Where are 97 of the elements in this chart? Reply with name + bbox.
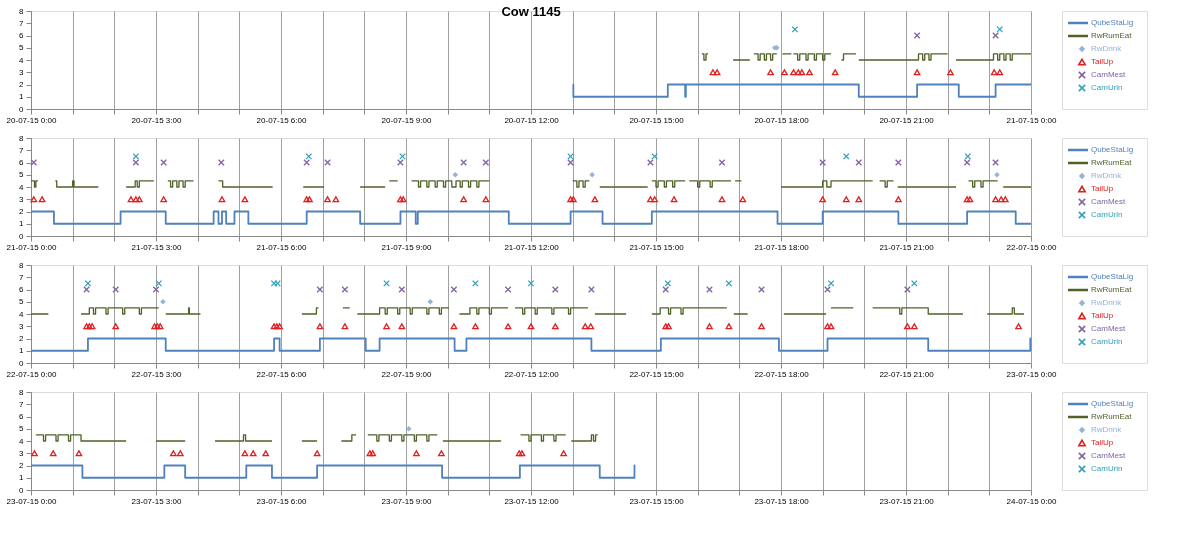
legend-label: CamUrin [1091, 83, 1123, 92]
y-tick-label: 6 [19, 412, 25, 421]
legend-label: QubeStaLig [1091, 145, 1134, 154]
x-tick-label: 21-07-15 21:00 [879, 242, 935, 252]
y-tick-label: 3 [19, 448, 25, 458]
x-tick-label: 23-07-15 3:00 [131, 496, 182, 506]
text: TailUp [1091, 438, 1114, 447]
x-tick-label: 20-07-15 6:00 [256, 115, 307, 125]
x-tick-label: 20-07-15 12:00 [504, 115, 560, 125]
text: RwDrink [1091, 171, 1123, 180]
y-tick-label: 0 [19, 485, 25, 495]
x-tick-label: 24-07-15 0:00 [1006, 496, 1057, 506]
y-tick-label: 4 [19, 436, 25, 446]
legend-label: CamUrin [1091, 464, 1123, 473]
legend-label: QubeStaLig [1091, 399, 1134, 408]
y-tick-label: 1 [19, 219, 25, 229]
x-tick-label: 23-07-15 0:00 [6, 496, 57, 506]
y-tick-label: 6 [19, 158, 25, 167]
x-tick-label: 20-07-15 3:00 [131, 115, 182, 125]
x-tick-label: 22-07-15 18:00 [754, 369, 810, 379]
x-tick-label: 22-07-15 3:00 [131, 369, 182, 379]
y-tick-label: 8 [19, 133, 25, 143]
text: RwRumEat [1091, 158, 1133, 167]
legend-label: QubeStaLig [1091, 272, 1134, 281]
legend-label: RwRumEat [1091, 412, 1133, 421]
y-tick-label: 7 [19, 145, 25, 155]
x-tick-label: 21-07-15 0:00 [1006, 115, 1057, 125]
y-tick-label: 5 [19, 43, 25, 53]
y-tick-label: 4 [19, 182, 25, 192]
x-tick-label: 22-07-15 12:00 [504, 369, 560, 379]
legend-label: RwRumEat [1091, 31, 1133, 40]
y-tick-label: 0 [19, 104, 25, 114]
y-tick-label: 2 [19, 80, 25, 89]
legend-label: TailUp [1091, 57, 1114, 66]
legend-label: CamUrin [1091, 210, 1123, 219]
legend-label: TailUp [1091, 311, 1114, 320]
x-tick-label: 22-07-15 15:00 [629, 369, 685, 379]
x-tick-label: 21-07-15 9:00 [381, 242, 432, 252]
x-tick-label: 21-07-15 0:00 [6, 242, 57, 252]
x-tick-label: 21-07-15 12:00 [504, 242, 560, 252]
y-tick-label: 8 [19, 387, 25, 397]
x-tick-label: 23-07-15 12:00 [504, 496, 560, 506]
y-tick-label: 1 [19, 346, 25, 356]
y-tick-label: 3 [19, 194, 25, 204]
x-tick-label: 22-07-15 21:00 [879, 369, 935, 379]
y-tick-label: 3 [19, 321, 25, 331]
x-tick-label: 23-07-15 18:00 [754, 496, 810, 506]
x-tick-label: 22-07-15 9:00 [381, 369, 432, 379]
legend-label: CamMest [1091, 451, 1126, 460]
y-tick-label: 5 [19, 170, 25, 180]
y-tick-label: 8 [19, 6, 25, 16]
x-tick-label: 21-07-15 18:00 [754, 242, 810, 252]
y-tick-label: 7 [19, 399, 25, 409]
legend-label: RwDrink [1091, 44, 1123, 53]
x-tick-label: 20-07-15 0:00 [6, 115, 57, 125]
x-tick-label: 23-07-15 21:00 [879, 496, 935, 506]
y-tick-label: 2 [19, 461, 25, 470]
y-tick-label: 6 [19, 285, 25, 294]
y-tick-label: 6 [19, 31, 25, 40]
y-tick-label: 1 [19, 473, 25, 483]
x-tick-label: 23-07-15 9:00 [381, 496, 432, 506]
legend-label: CamMest [1091, 70, 1126, 79]
x-tick-label: 22-07-15 0:00 [1006, 242, 1057, 252]
x-tick-label: 22-07-15 0:00 [6, 369, 57, 379]
y-tick-label: 1 [19, 92, 25, 102]
y-tick-label: 7 [19, 272, 25, 282]
legend-label: RwDrink [1091, 298, 1123, 307]
chart-title: Cow 1145 [501, 4, 561, 19]
x-tick-label: 21-07-15 15:00 [629, 242, 685, 252]
x-tick-label: 23-07-15 15:00 [629, 496, 685, 506]
legend-label: CamMest [1091, 324, 1126, 333]
y-tick-label: 5 [19, 297, 25, 307]
x-tick-label: 20-07-15 18:00 [754, 115, 810, 125]
legend-label: CamUrin [1091, 337, 1123, 346]
legend-label: CamMest [1091, 197, 1126, 206]
legend-label: RwRumEat [1091, 285, 1133, 294]
text: QubeStaLig [1091, 18, 1134, 27]
y-tick-label: 2 [19, 334, 25, 343]
y-tick-label: 7 [19, 18, 25, 28]
text: TailUp [1091, 184, 1114, 193]
y-tick-label: 4 [19, 309, 25, 319]
x-tick-label: 20-07-15 15:00 [629, 115, 685, 125]
x-tick-label: 21-07-15 3:00 [131, 242, 182, 252]
x-tick-label: 22-07-15 6:00 [256, 369, 307, 379]
x-tick-label: 20-07-15 21:00 [879, 115, 935, 125]
y-tick-label: 5 [19, 424, 25, 434]
x-tick-label: 20-07-15 9:00 [381, 115, 432, 125]
text: RwDrink [1091, 425, 1123, 434]
y-tick-label: 0 [19, 231, 25, 241]
y-tick-label: 4 [19, 55, 25, 65]
x-tick-label: 23-07-15 6:00 [256, 496, 307, 506]
y-tick-label: 3 [19, 67, 25, 77]
y-tick-label: 0 [19, 358, 25, 368]
y-tick-label: 2 [19, 207, 25, 216]
x-tick-label: 21-07-15 6:00 [256, 242, 307, 252]
x-tick-label: 23-07-15 0:00 [1006, 369, 1057, 379]
y-tick-label: 8 [19, 260, 25, 270]
